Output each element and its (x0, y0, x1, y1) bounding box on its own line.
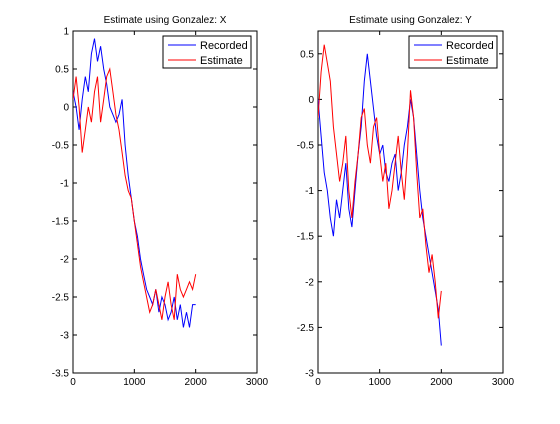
plot-area (72, 30, 258, 374)
plot-area (317, 30, 504, 374)
x-tick-label: 1000 (369, 377, 392, 388)
y-tick-label: -1 (305, 186, 314, 197)
y-tick-label: -1 (60, 179, 69, 190)
y-tick-label: -1.5 (297, 232, 315, 243)
y-tick-label: -3 (60, 331, 69, 342)
legend-box (162, 35, 252, 69)
y-tick-label: -1.5 (52, 217, 70, 228)
x-tick-label: 0 (315, 377, 321, 388)
series-line-estimate (73, 67, 197, 320)
y-tick-label: 0.5 (300, 49, 314, 60)
y-tick-label: -2 (60, 255, 69, 266)
y-tick-label: -0.5 (297, 141, 315, 152)
y-tick-label: 0 (63, 103, 69, 114)
series-line-estimate (318, 44, 442, 319)
chart-panel-1: Estimate using Gonzalez: X 0 1000 2000 3000 1… (52, 15, 269, 388)
chart-panel-2: Estimate using Gonzalez: Y 0 1000 2000 3000 0… (297, 15, 515, 388)
x-tick-label: 1000 (123, 377, 146, 388)
chart-title: Estimate using Gonzalez: X (104, 15, 227, 26)
y-tick-label: -3 (305, 369, 314, 380)
legend-label-estimate: Estimate (446, 55, 489, 67)
y-tick-label: -2 (305, 277, 314, 288)
x-tick-label: 2000 (185, 377, 208, 388)
y-tick-label: 1 (63, 27, 69, 38)
y-tick-label: 0.5 (55, 65, 69, 76)
legend: Recorded Estimate (408, 35, 498, 69)
y-tick-label: -3.5 (52, 369, 70, 380)
x-tick-label: 2000 (430, 377, 453, 388)
x-tick-label: 3000 (492, 377, 515, 388)
legend-label-recorded: Recorded (446, 40, 494, 52)
y-tick-label: -2.5 (52, 293, 70, 304)
y-tick-label: -0.5 (52, 141, 70, 152)
x-tick-label: 0 (70, 377, 76, 388)
chart-title: Estimate using Gonzalez: Y (349, 15, 472, 26)
legend: Recorded Estimate (162, 35, 252, 69)
x-tick-label: 3000 (246, 377, 269, 388)
legend-label-estimate: Estimate (200, 55, 243, 67)
legend-box (408, 35, 498, 69)
y-tick-label: -2.5 (297, 323, 315, 334)
legend-label-recorded: Recorded (200, 40, 248, 52)
y-tick-label: 0 (308, 95, 314, 106)
